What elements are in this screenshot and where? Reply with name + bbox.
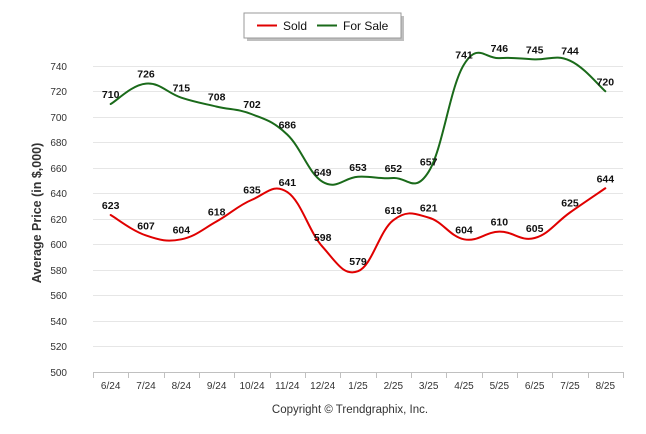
- data-label-sold: 619: [385, 205, 403, 217]
- y-tick-label: 600: [50, 240, 67, 251]
- y-tick-label: 580: [50, 266, 67, 277]
- data-label-sold: 635: [243, 185, 261, 197]
- data-label-for-sale: 741: [455, 49, 473, 61]
- x-tick-label: 8/24: [172, 381, 192, 392]
- data-label-for-sale: 652: [385, 163, 403, 175]
- x-tick-label: 11/24: [275, 381, 300, 392]
- x-tick-label: 7/25: [560, 381, 580, 392]
- data-label-for-sale: 708: [208, 92, 226, 104]
- data-label-sold: 607: [137, 220, 155, 232]
- y-axis: 500 520 540 560 580 600 620 640 660 680 700 720 740: [50, 62, 67, 379]
- data-label-sold: 604: [455, 224, 473, 236]
- y-tick-label: 540: [50, 317, 67, 328]
- data-label-for-sale: 715: [173, 83, 191, 95]
- data-label-sold: 644: [597, 173, 615, 185]
- x-tick-label: 1/25: [348, 381, 368, 392]
- data-label-sold: 623: [102, 200, 120, 212]
- x-tick-label: 6/24: [101, 381, 121, 392]
- data-label-for-sale: 653: [349, 162, 367, 174]
- y-tick-label: 740: [50, 62, 67, 73]
- x-tick-label: 6/25: [525, 381, 545, 392]
- data-label-sold: 641: [279, 177, 297, 189]
- x-tick-label: 4/25: [454, 381, 474, 392]
- data-label-for-sale: 686: [279, 120, 297, 132]
- y-tick-label: 640: [50, 189, 67, 200]
- x-tick-label: 2/25: [384, 381, 404, 392]
- legend-label-sold[interactable]: Sold: [283, 19, 307, 33]
- legend-label-for-sale[interactable]: For Sale: [343, 19, 389, 33]
- data-label-for-sale: 649: [314, 167, 332, 179]
- legend[interactable]: Sold For Sale: [243, 12, 404, 41]
- data-label-sold: 610: [491, 217, 509, 229]
- data-label-sold: 618: [208, 206, 226, 218]
- data-label-sold: 605: [526, 223, 544, 235]
- x-axis: 6/24 7/24 8/24 9/24 10/24 11/24 12/24 1/25 2/25 3…: [93, 372, 624, 392]
- y-tick-label: 560: [50, 291, 67, 302]
- x-tick-label: 9/24: [207, 381, 227, 392]
- data-label-for-sale: 710: [102, 89, 120, 101]
- series-line-for-sale: [109, 51, 607, 186]
- y-tick-label: 520: [50, 342, 67, 353]
- data-label-sold: 598: [314, 232, 332, 244]
- data-label-sold: 604: [173, 224, 191, 236]
- y-axis-label: Average Price (in $,000): [30, 143, 44, 284]
- y-tick-label: 720: [50, 87, 67, 98]
- copyright-credit: Copyright © Trendgraphix, Inc.: [272, 404, 428, 416]
- data-label-sold: 625: [561, 198, 579, 210]
- x-tick-label: 5/25: [490, 381, 510, 392]
- y-tick-label: 680: [50, 138, 67, 149]
- data-label-sold: 579: [349, 256, 367, 268]
- y-tick-label: 500: [50, 368, 67, 379]
- series-layer: [109, 51, 607, 274]
- data-label-for-sale: 744: [561, 46, 579, 58]
- series-line-sold: [109, 187, 607, 274]
- y-tick-label: 660: [50, 164, 67, 175]
- y-tick-label: 620: [50, 215, 67, 226]
- data-label-for-sale: 726: [137, 69, 155, 81]
- x-tick-label: 3/25: [419, 381, 439, 392]
- data-label-for-sale: 745: [526, 44, 544, 56]
- data-label-for-sale: 720: [597, 76, 615, 88]
- x-tick-label: 7/24: [136, 381, 156, 392]
- y-tick-label: 700: [50, 113, 67, 124]
- x-tick-label: 10/24: [239, 381, 264, 392]
- data-label-for-sale: 657: [420, 157, 438, 169]
- data-label-sold: 621: [420, 203, 438, 215]
- data-label-for-sale: 746: [491, 43, 509, 55]
- x-tick-label: 12/24: [310, 381, 335, 392]
- data-labels: 623 607 604 618 635 641 598 579 619 621 604 610 605 6…: [102, 43, 614, 268]
- data-label-for-sale: 702: [243, 99, 261, 111]
- x-tick-label: 8/25: [596, 381, 616, 392]
